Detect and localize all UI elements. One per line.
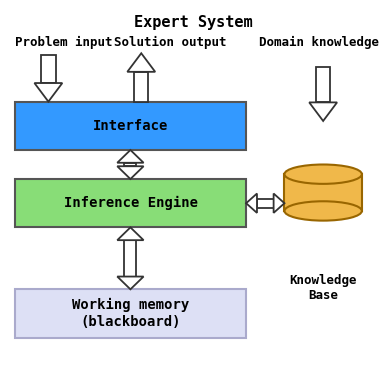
Text: Knowledge
Base: Knowledge Base xyxy=(289,274,357,302)
Text: Expert System: Expert System xyxy=(134,14,253,30)
Text: Problem input: Problem input xyxy=(15,36,113,49)
Ellipse shape xyxy=(284,201,362,221)
Polygon shape xyxy=(309,102,337,121)
Text: Interface: Interface xyxy=(93,119,168,133)
Polygon shape xyxy=(274,194,284,213)
FancyBboxPatch shape xyxy=(15,289,246,338)
FancyBboxPatch shape xyxy=(15,102,246,150)
Text: Solution output: Solution output xyxy=(114,36,227,49)
Polygon shape xyxy=(127,53,155,72)
Polygon shape xyxy=(284,174,362,211)
Polygon shape xyxy=(125,240,136,277)
Polygon shape xyxy=(41,55,56,83)
Polygon shape xyxy=(117,166,144,179)
FancyBboxPatch shape xyxy=(15,179,246,228)
Ellipse shape xyxy=(284,165,362,184)
Polygon shape xyxy=(257,199,274,208)
Polygon shape xyxy=(117,150,144,163)
Polygon shape xyxy=(117,228,144,240)
Text: Inference Engine: Inference Engine xyxy=(63,196,198,210)
Text: Domain knowledge: Domain knowledge xyxy=(259,36,379,49)
Polygon shape xyxy=(34,83,62,102)
Text: Working memory
(blackboard): Working memory (blackboard) xyxy=(72,298,189,329)
Polygon shape xyxy=(125,163,136,166)
Polygon shape xyxy=(316,67,330,102)
Polygon shape xyxy=(117,277,144,289)
Polygon shape xyxy=(134,72,149,102)
Polygon shape xyxy=(246,194,257,213)
